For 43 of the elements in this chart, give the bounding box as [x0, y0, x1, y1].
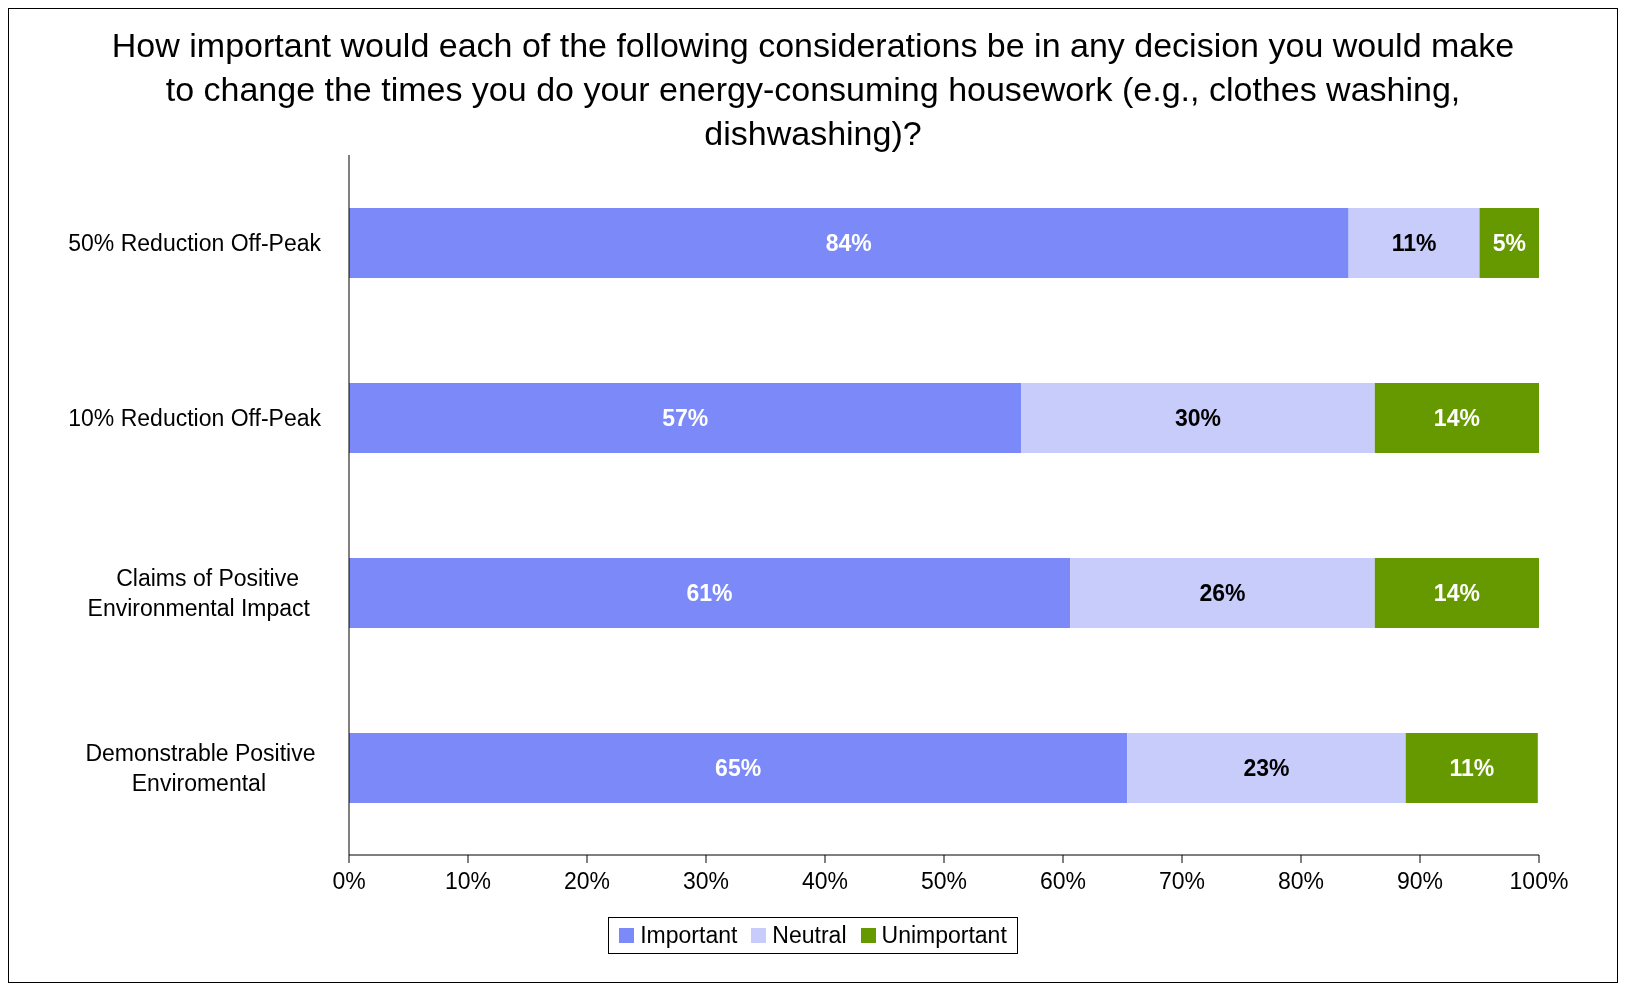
bar	[1070, 558, 1375, 628]
x-tick-label: 100%	[1509, 868, 1569, 895]
bar	[1348, 208, 1480, 278]
data-label: 11%	[1391, 230, 1437, 256]
bar	[1479, 208, 1539, 278]
legend-label: Important	[639, 922, 738, 949]
bar	[1405, 733, 1538, 803]
legend-label: Unimportant	[880, 922, 1007, 949]
data-label: 84%	[825, 230, 872, 256]
y-tick-label: Demonstrable Positive Enviromental	[85, 739, 316, 796]
x-tick-label: 40%	[801, 868, 849, 895]
x-tick-label: 60%	[1039, 868, 1087, 895]
x-tick-label: 20%	[563, 868, 611, 895]
legend-label: Neutral	[771, 922, 847, 949]
y-tick-label: Claims of Positive Environmental Impact	[87, 564, 311, 621]
data-label: 30%	[1175, 405, 1222, 431]
data-label: 14%	[1433, 405, 1480, 431]
chart-title: How important would each of the following considerations be in any decision you would make to change the times you do your energy-consuming housework (e.g., clothes washing, dishwashing)?	[110, 25, 1516, 154]
data-label: 11%	[1449, 755, 1495, 781]
y-tick-label: 50% Reduction Off-Peak	[68, 229, 322, 256]
x-tick-label: 30%	[682, 868, 730, 895]
bar	[1021, 383, 1375, 453]
data-label: 26%	[1199, 580, 1246, 606]
x-tick-label: 80%	[1277, 868, 1325, 895]
data-label: 5%	[1492, 230, 1526, 256]
data-label: 14%	[1433, 580, 1480, 606]
x-tick-label: 0%	[332, 868, 366, 895]
x-tick-label: 50%	[920, 868, 968, 895]
bar	[349, 208, 1349, 278]
bar	[1374, 558, 1539, 628]
x-tick-label: 90%	[1396, 868, 1444, 895]
bar	[349, 383, 1022, 453]
bar	[349, 733, 1128, 803]
bar	[1127, 733, 1406, 803]
bar	[349, 558, 1071, 628]
data-label: 23%	[1243, 755, 1290, 781]
bar	[1374, 383, 1539, 453]
data-label: 61%	[686, 580, 733, 606]
y-tick-label: 10% Reduction Off-Peak	[68, 404, 322, 431]
data-label: 57%	[662, 405, 709, 431]
x-tick-label: 70%	[1158, 868, 1206, 895]
data-label: 65%	[715, 755, 762, 781]
x-tick-label: 10%	[444, 868, 492, 895]
